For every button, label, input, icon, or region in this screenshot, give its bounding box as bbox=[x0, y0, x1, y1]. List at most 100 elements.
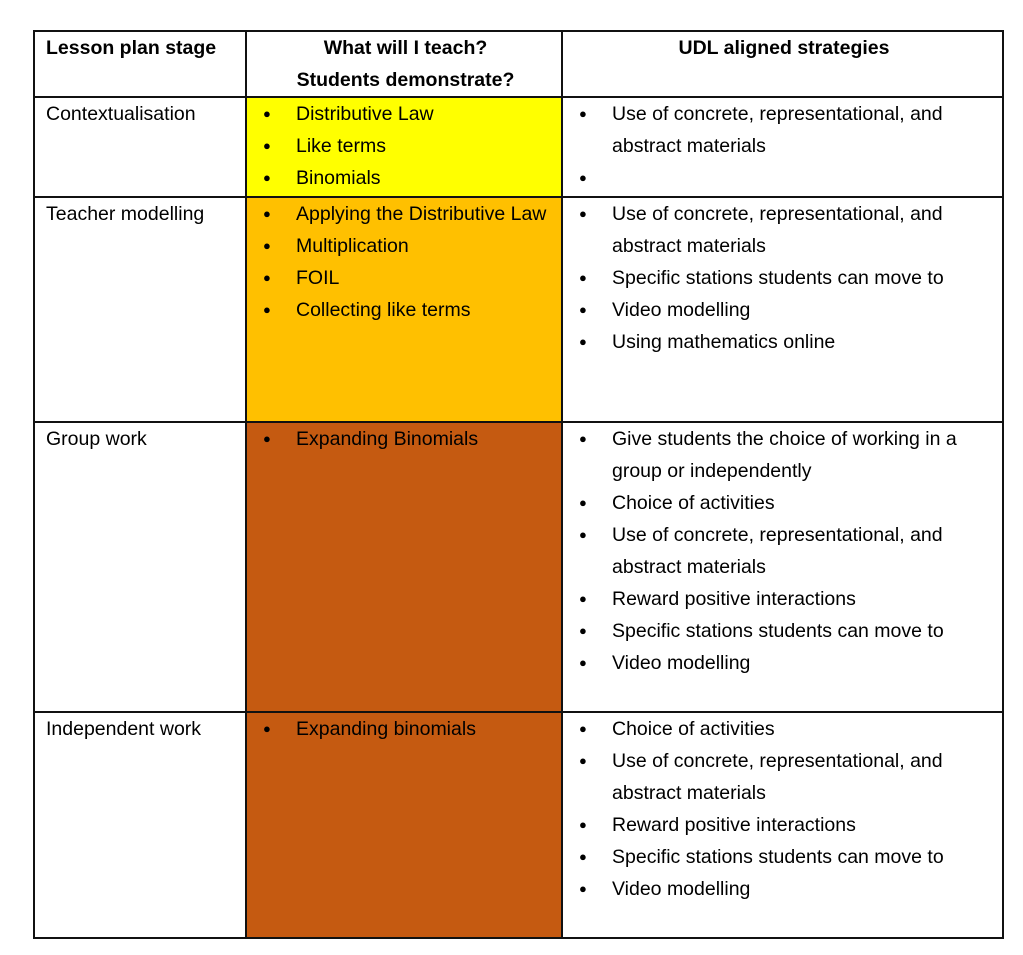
stage-cell: Contextualisation bbox=[33, 96, 247, 198]
header-line: What will I teach? bbox=[323, 37, 488, 59]
list-item-text: Binomials bbox=[296, 167, 381, 189]
list-item: ● Specific stations students can move to bbox=[574, 262, 994, 294]
bullet-icon: ● bbox=[263, 302, 271, 317]
table-row: Group work ● Expanding Binomials ● Give stud… bbox=[33, 421, 1004, 713]
list-item-text: Video modelling bbox=[612, 878, 751, 900]
header-lesson-plan-stage: Lesson plan stage bbox=[33, 30, 247, 98]
list-item: ● Use of concrete, representational, and … bbox=[574, 519, 994, 583]
list-item-text: Collecting like terms bbox=[296, 299, 471, 321]
list-item: ● Using mathematics online bbox=[574, 326, 994, 358]
list-item: ● Applying the Distributive Law bbox=[258, 198, 553, 230]
strategies-cell: ● Choice of activities ● Use of concrete, r… bbox=[561, 711, 1004, 939]
list-item-text: Use of concrete, representational, and a… bbox=[612, 524, 943, 578]
bullet-icon: ● bbox=[579, 302, 587, 317]
list-item-text: Specific stations students can move to bbox=[612, 846, 944, 868]
bullet-list: ● Distributive Law ● Like terms ● Binomials bbox=[258, 98, 553, 194]
bullet-icon: ● bbox=[579, 849, 587, 864]
bullet-list: ● Expanding binomials bbox=[258, 713, 553, 745]
list-item: ● Reward positive interactions bbox=[574, 583, 994, 615]
bullet-icon: ● bbox=[579, 655, 587, 670]
list-item: ● Video modelling bbox=[574, 647, 994, 679]
bullet-icon: ● bbox=[579, 270, 587, 285]
list-item: ● Use of concrete, representational, and … bbox=[574, 745, 994, 809]
bullet-icon: ● bbox=[579, 527, 587, 542]
header-line: Students demonstrate? bbox=[296, 69, 515, 91]
list-item: ● Use of concrete, representational, and … bbox=[574, 98, 994, 162]
list-item: ● Specific stations students can move to bbox=[574, 615, 994, 647]
bullet-list: ● Use of concrete, representational, and … bbox=[574, 198, 994, 358]
bullet-list: ● Choice of activities ● Use of concrete, r… bbox=[574, 713, 994, 905]
list-item: ● Reward positive interactions bbox=[574, 809, 994, 841]
bullet-icon: ● bbox=[263, 238, 271, 253]
bullet-icon: ● bbox=[579, 591, 587, 606]
list-item-text: Use of concrete, representational, and a… bbox=[612, 203, 943, 257]
bullet-icon: ● bbox=[579, 721, 587, 736]
list-item: ● Collecting like terms bbox=[258, 294, 553, 326]
bullet-icon: ● bbox=[579, 881, 587, 896]
list-item-text: Reward positive interactions bbox=[612, 588, 856, 610]
stage-cell: Group work bbox=[33, 421, 247, 713]
list-item-text: Expanding binomials bbox=[296, 718, 476, 740]
list-item-text: Like terms bbox=[296, 135, 386, 157]
list-item: ● Video modelling bbox=[574, 873, 994, 905]
list-item: ● Choice of activities bbox=[574, 713, 994, 745]
teach-cell: ● Applying the Distributive Law ● Multiplic… bbox=[245, 196, 563, 423]
list-item: ● Distributive Law bbox=[258, 98, 553, 130]
bullet-icon: ● bbox=[579, 106, 587, 121]
bullet-icon: ● bbox=[579, 753, 587, 768]
header-udl-strategies: UDL aligned strategies bbox=[561, 30, 1004, 98]
bullet-icon: ● bbox=[263, 721, 271, 736]
list-item: ● Like terms bbox=[258, 130, 553, 162]
stage-cell: Teacher modelling bbox=[33, 196, 247, 423]
bullet-icon: ● bbox=[579, 170, 587, 185]
bullet-icon: ● bbox=[579, 495, 587, 510]
bullet-icon: ● bbox=[263, 138, 271, 153]
table-row: Teacher modelling ● Applying the Distribut… bbox=[33, 196, 1004, 423]
list-item-text: Using mathematics online bbox=[612, 331, 836, 353]
list-item-text: Use of concrete, representational, and a… bbox=[612, 103, 943, 157]
list-item: ● Expanding binomials bbox=[258, 713, 553, 745]
bullet-icon: ● bbox=[579, 206, 587, 221]
teach-cell: ● Distributive Law ● Like terms ● Binomials bbox=[245, 96, 563, 198]
list-item-text: FOIL bbox=[296, 267, 340, 289]
list-item: ● FOIL bbox=[258, 262, 553, 294]
bullet-icon: ● bbox=[263, 270, 271, 285]
bullet-icon: ● bbox=[579, 431, 587, 446]
list-item-text: Use of concrete, representational, and a… bbox=[612, 750, 943, 804]
list-item-text: Choice of activities bbox=[612, 718, 775, 740]
bullet-list: ● Applying the Distributive Law ● Multiplic… bbox=[258, 198, 553, 326]
bullet-icon: ● bbox=[263, 106, 271, 121]
table-row: Independent work ● Expanding binomials ● Cho… bbox=[33, 711, 1004, 939]
list-item-text: Give students the choice of working in a… bbox=[612, 428, 957, 482]
list-item: ● Specific stations students can move to bbox=[574, 841, 994, 873]
table-row: Contextualisation ● Distributive Law ● Like … bbox=[33, 96, 1004, 198]
list-item: ● Use of concrete, representational, and … bbox=[574, 198, 994, 262]
list-item: ● Binomials bbox=[258, 162, 553, 194]
bullet-icon: ● bbox=[579, 334, 587, 349]
list-item-text: Distributive Law bbox=[296, 103, 434, 125]
list-item: ● Multiplication bbox=[258, 230, 553, 262]
bullet-list: ● Give students the choice of working in … bbox=[574, 423, 994, 679]
list-item-text: Applying the Distributive Law bbox=[296, 203, 547, 225]
list-item: ● Video modelling bbox=[574, 294, 994, 326]
list-item-text: Video modelling bbox=[612, 299, 751, 321]
bullet-list: ● Expanding Binomials bbox=[258, 423, 553, 455]
list-item-text: Specific stations students can move to bbox=[612, 620, 944, 642]
teach-cell: ● Expanding Binomials bbox=[245, 421, 563, 713]
teach-cell: ● Expanding binomials bbox=[245, 711, 563, 939]
header-what-will-i-teach: What will I teach? Students demonstrate? bbox=[245, 30, 563, 98]
list-item-text: Specific stations students can move to bbox=[612, 267, 944, 289]
strategies-cell: ● Use of concrete, representational, and … bbox=[561, 196, 1004, 423]
bullet-icon: ● bbox=[263, 206, 271, 221]
list-item-text: Expanding Binomials bbox=[296, 428, 479, 450]
bullet-icon: ● bbox=[579, 817, 587, 832]
header-row: Lesson plan stage What will I teach? Stu… bbox=[33, 30, 1004, 98]
bullet-icon: ● bbox=[263, 170, 271, 185]
stage-cell: Independent work bbox=[33, 711, 247, 939]
bullet-icon: ● bbox=[263, 431, 271, 446]
list-item: ● Give students the choice of working in … bbox=[574, 423, 994, 487]
strategies-cell: ● Use of concrete, representational, and … bbox=[561, 96, 1004, 198]
lesson-plan-table: Lesson plan stage What will I teach? Stu… bbox=[33, 30, 1004, 939]
bullet-list: ● Use of concrete, representational, and … bbox=[574, 98, 994, 185]
list-item: ● Expanding Binomials bbox=[258, 423, 553, 455]
